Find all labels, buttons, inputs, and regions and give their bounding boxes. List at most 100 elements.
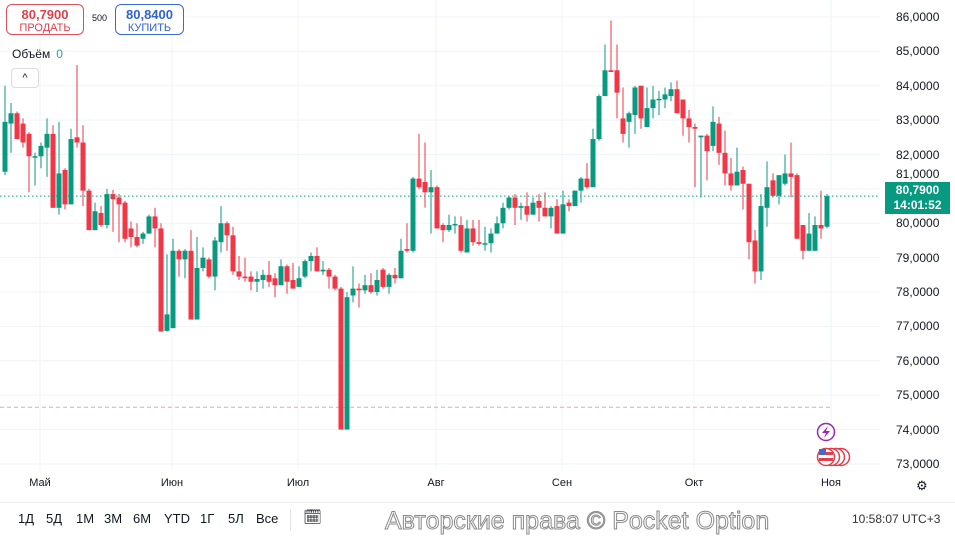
candle-body: [212, 240, 218, 277]
candle-body: [176, 250, 182, 260]
candle-body: [746, 183, 752, 243]
candle-body: [170, 250, 176, 329]
candle-body: [662, 94, 668, 100]
candle-body: [716, 123, 722, 153]
range-button[interactable]: 5Л: [228, 511, 244, 526]
candle-body: [734, 171, 740, 186]
price-tick-label: 75,0000: [896, 388, 940, 403]
candle-body: [50, 133, 56, 208]
candle-body: [236, 271, 242, 277]
range-button[interactable]: 5Д: [46, 511, 63, 526]
candle-body: [500, 207, 506, 224]
candle-body: [542, 207, 548, 217]
price-tick-label: 82,0000: [896, 147, 940, 162]
candle-body: [596, 96, 602, 140]
candle-body: [530, 202, 536, 215]
range-button[interactable]: YTD: [164, 511, 190, 526]
candle-body: [20, 123, 26, 143]
candle-body: [446, 224, 452, 231]
candle-body: [272, 278, 278, 286]
candle-body: [692, 127, 698, 129]
price-chart[interactable]: [0, 0, 880, 470]
volume-label: Объём: [12, 47, 51, 61]
candle-body: [92, 211, 98, 231]
price-tick-label: 84,0000: [896, 78, 940, 93]
candle-body: [380, 269, 386, 287]
candle-body: [686, 118, 692, 128]
candle-body: [374, 280, 380, 293]
candle-body: [704, 135, 710, 152]
watermark: Авторские права © Pocket Option: [384, 507, 770, 536]
candle-body: [602, 70, 608, 97]
gear-icon[interactable]: ⚙: [916, 478, 928, 493]
time-tick-label: Ноя: [820, 477, 842, 489]
sell-price: 80,7900: [21, 7, 69, 22]
candle-body: [320, 269, 326, 272]
candle-body: [122, 202, 128, 239]
candle-body: [494, 223, 500, 234]
volume-legend: Объём 0: [12, 47, 63, 61]
buy-button[interactable]: 80,8400 КУПИТЬ: [115, 4, 184, 35]
candle-body: [452, 223, 458, 226]
candle-body: [506, 197, 512, 208]
candle-body: [608, 70, 614, 73]
candle-body: [218, 223, 224, 243]
candle-body: [230, 235, 236, 272]
candle-body: [566, 202, 572, 207]
candle-body: [356, 288, 362, 291]
candle-body: [32, 156, 38, 158]
clock[interactable]: 10:58:07 UTC+3: [852, 512, 941, 526]
calendar-goto-icon[interactable]: 🗓: [303, 509, 323, 526]
time-tick-label: Авг: [427, 477, 445, 489]
candle-body: [326, 269, 332, 277]
range-button[interactable]: 1Д: [18, 511, 35, 526]
candle-body: [188, 250, 194, 320]
buy-label: КУПИТЬ: [127, 22, 172, 34]
quantity: 500: [92, 13, 108, 23]
candle-body: [584, 178, 590, 188]
current-price: 80,7900: [895, 183, 940, 197]
candle-body: [614, 70, 620, 93]
volume-value: 0: [56, 47, 63, 61]
candle-body: [86, 190, 92, 231]
range-button[interactable]: 3М: [104, 511, 123, 526]
candle-body: [422, 182, 428, 193]
candle-body: [314, 255, 320, 272]
candle-body: [134, 237, 140, 246]
candle-body: [728, 173, 734, 186]
candle-body: [620, 118, 626, 134]
candle-body: [458, 224, 464, 251]
price-tick-label: 81,0000: [896, 167, 940, 181]
candle-body: [632, 87, 638, 115]
range-button[interactable]: 1Г: [200, 511, 215, 526]
range-button[interactable]: 6М: [133, 511, 152, 526]
candle-body: [578, 178, 584, 191]
range-button[interactable]: Все: [256, 511, 279, 526]
candle-body: [116, 197, 122, 205]
candle-body: [812, 224, 818, 251]
collapse-legend-button[interactable]: ^: [11, 68, 39, 88]
candle-body: [788, 173, 794, 177]
us-flag-stripe: [819, 458, 833, 461]
candle-body: [200, 257, 206, 268]
candle-body: [104, 194, 110, 225]
candle-body: [140, 233, 146, 239]
candle-body: [8, 113, 14, 124]
candle-body: [146, 216, 152, 234]
price-tick-label: 83,0000: [896, 113, 940, 128]
candle-body: [38, 145, 44, 157]
candle-body: [650, 99, 656, 109]
candle-body: [392, 274, 398, 279]
candle-body: [158, 228, 164, 332]
candle-body: [776, 175, 782, 196]
sell-button[interactable]: 80,7900 ПРОДАТЬ: [6, 4, 84, 35]
candle-body: [698, 135, 704, 138]
candle-body: [722, 152, 728, 174]
price-tick-label: 74,0000: [896, 422, 940, 437]
range-button[interactable]: 1М: [76, 511, 95, 526]
candle-body: [554, 206, 560, 234]
candle-body: [368, 285, 374, 293]
candle-body: [470, 228, 476, 243]
candle-body: [332, 276, 338, 289]
candle-body: [224, 223, 230, 236]
